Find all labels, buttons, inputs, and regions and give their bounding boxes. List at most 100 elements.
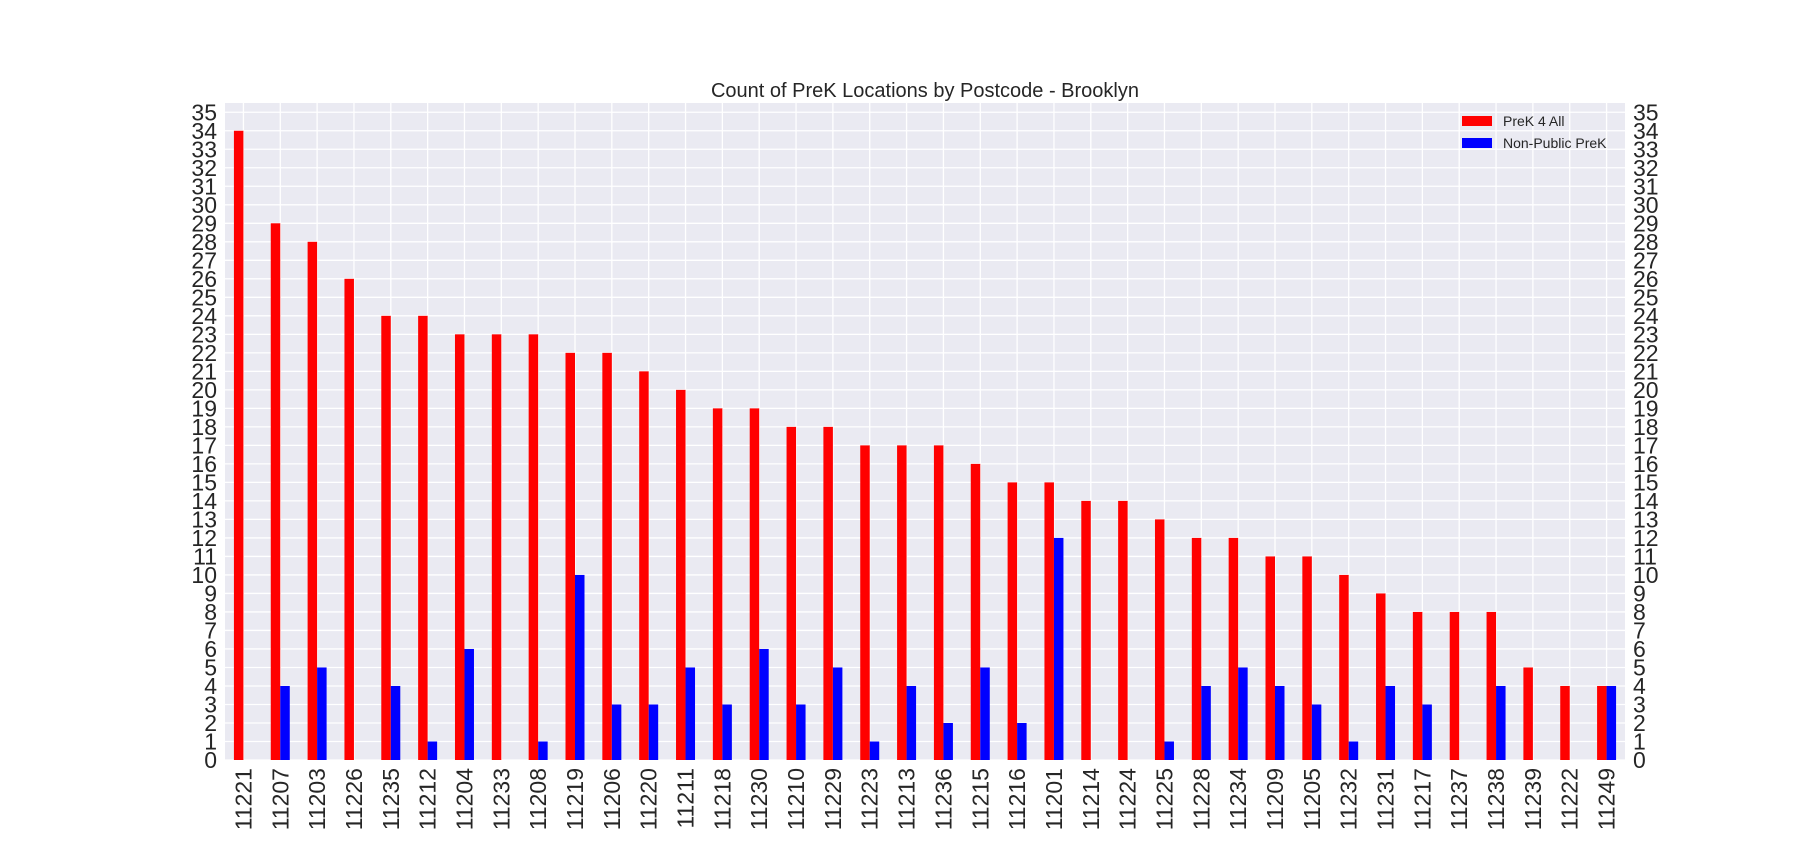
legend-swatch [1462,116,1492,126]
y-tick-label: 8 [204,599,217,625]
y-tick-label: 13 [191,506,217,532]
x-tick-label: 11203 [304,768,330,830]
legend: PreK 4 All Non-Public PreK [1462,113,1607,151]
y-tick-label: 26 [191,266,217,292]
bar-non-public-prek [427,741,438,760]
y-tick-label: 21 [191,358,217,384]
y-tick-label: 26 [1633,266,1659,292]
y-tick-label: 10 [1633,562,1659,588]
x-tick-label: 11210 [783,768,809,830]
y-tick-label: 5 [204,654,217,680]
bar-prek-4-all [933,445,944,760]
bar-prek-4-all [233,130,244,760]
y-tick-label: 4 [204,673,217,699]
y-tick-label: 23 [1633,321,1659,347]
bar-prek-4-all [639,371,649,760]
bar-prek-4-all [970,463,981,760]
y-tick-label: 5 [1633,654,1646,680]
bar-non-public-prek [648,704,659,760]
bar-prek-4-all [823,426,833,760]
y-tick-label: 11 [1633,543,1657,569]
y-tick-label: 10 [191,562,217,588]
x-tick-label: 11232 [1336,768,1362,830]
y-tick-label: 0 [204,747,217,773]
x-tick-label: 11219 [562,768,588,830]
bar-non-public-prek [575,574,585,760]
y-tick-label: 29 [1633,210,1659,236]
bar-prek-4-all [307,241,318,761]
y-tick-label: 25 [191,284,217,310]
bar-prek-4-all [528,334,539,760]
x-tick-label: 11228 [1188,768,1214,830]
bar-prek-4-all [1081,500,1091,760]
y-tick-label: 22 [191,340,217,366]
x-tick-label: 11224 [1115,768,1141,830]
y-tick-label: 16 [1633,451,1659,477]
x-tick-label: 11236 [930,768,956,830]
x-tick-label: 11233 [488,768,514,830]
bar-non-public-prek [980,667,990,760]
bar-prek-4-all [1449,611,1460,760]
y-tick-label: 29 [191,210,217,236]
bar-prek-4-all [1007,482,1018,760]
x-tick-label: 11215 [967,768,993,830]
y-tick-label: 24 [1633,303,1659,329]
y-tick-label: 14 [1633,488,1659,514]
bar-prek-4-all [1302,556,1312,760]
bar-non-public-prek [1238,667,1248,760]
bar-non-public-prek [1201,685,1211,760]
y-tick-label: 2 [204,710,217,736]
x-tick-label: 11209 [1262,768,1288,830]
y-tick-label: 6 [204,636,217,662]
bar-prek-4-all [381,315,391,760]
y-tick-label: 33 [1633,136,1659,162]
bar-prek-4-all [1376,593,1386,760]
bar-non-public-prek [796,704,806,760]
bar-prek-4-all [418,315,428,760]
bar-prek-4-all [1228,537,1239,760]
bar-non-public-prek [1422,704,1432,760]
y-tick-label: 1 [1633,728,1646,754]
y-tick-label: 32 [1633,155,1659,181]
x-tick-label: 11229 [820,768,846,830]
y-tick-label: 7 [204,617,217,643]
x-tick-label: 11205 [1299,768,1325,830]
x-tick-label: 11216 [1004,768,1030,830]
bar-prek-4-all [749,408,760,760]
bar-non-public-prek [1053,537,1064,760]
x-tick-label: 11230 [746,768,772,830]
bar-non-public-prek [280,685,290,760]
bar-prek-4-all [565,352,575,760]
x-tick-label: 11204 [451,768,477,830]
y-tick-label: 27 [191,247,217,273]
y-tick-label: 20 [1633,377,1659,403]
y-tick-label: 23 [191,321,217,347]
y-tick-label: 35 [1633,99,1659,125]
y-tick-label: 32 [191,155,217,181]
y-tick-label: 35 [191,99,217,125]
bar-prek-4-all [491,334,502,760]
y-axis-right: 0123456789101112131415161718192021222324… [1633,99,1659,773]
x-tick-label: 11217 [1409,768,1435,830]
bar-non-public-prek [1496,685,1506,760]
y-tick-label: 18 [1633,414,1659,440]
x-tick-label: 11212 [415,768,441,830]
x-tick-label: 11211 [673,768,699,829]
y-tick-label: 33 [191,136,217,162]
bar-non-public-prek [538,741,548,760]
y-tick-label: 6 [1633,636,1646,662]
bar-prek-4-all [1265,556,1275,760]
bar-prek-4-all [1118,500,1128,760]
y-tick-label: 31 [191,173,217,199]
bar-non-public-prek [1017,722,1027,760]
x-tick-label: 11221 [230,768,256,830]
x-tick-label: 11238 [1483,768,1509,830]
bar-prek-4-all [602,352,612,760]
bar-non-public-prek [906,685,917,760]
y-tick-label: 20 [191,377,217,403]
bar-prek-4-all [1486,611,1497,760]
y-tick-label: 31 [1633,173,1659,199]
y-tick-label: 12 [1633,525,1659,551]
y-tick-label: 7 [1633,617,1646,643]
